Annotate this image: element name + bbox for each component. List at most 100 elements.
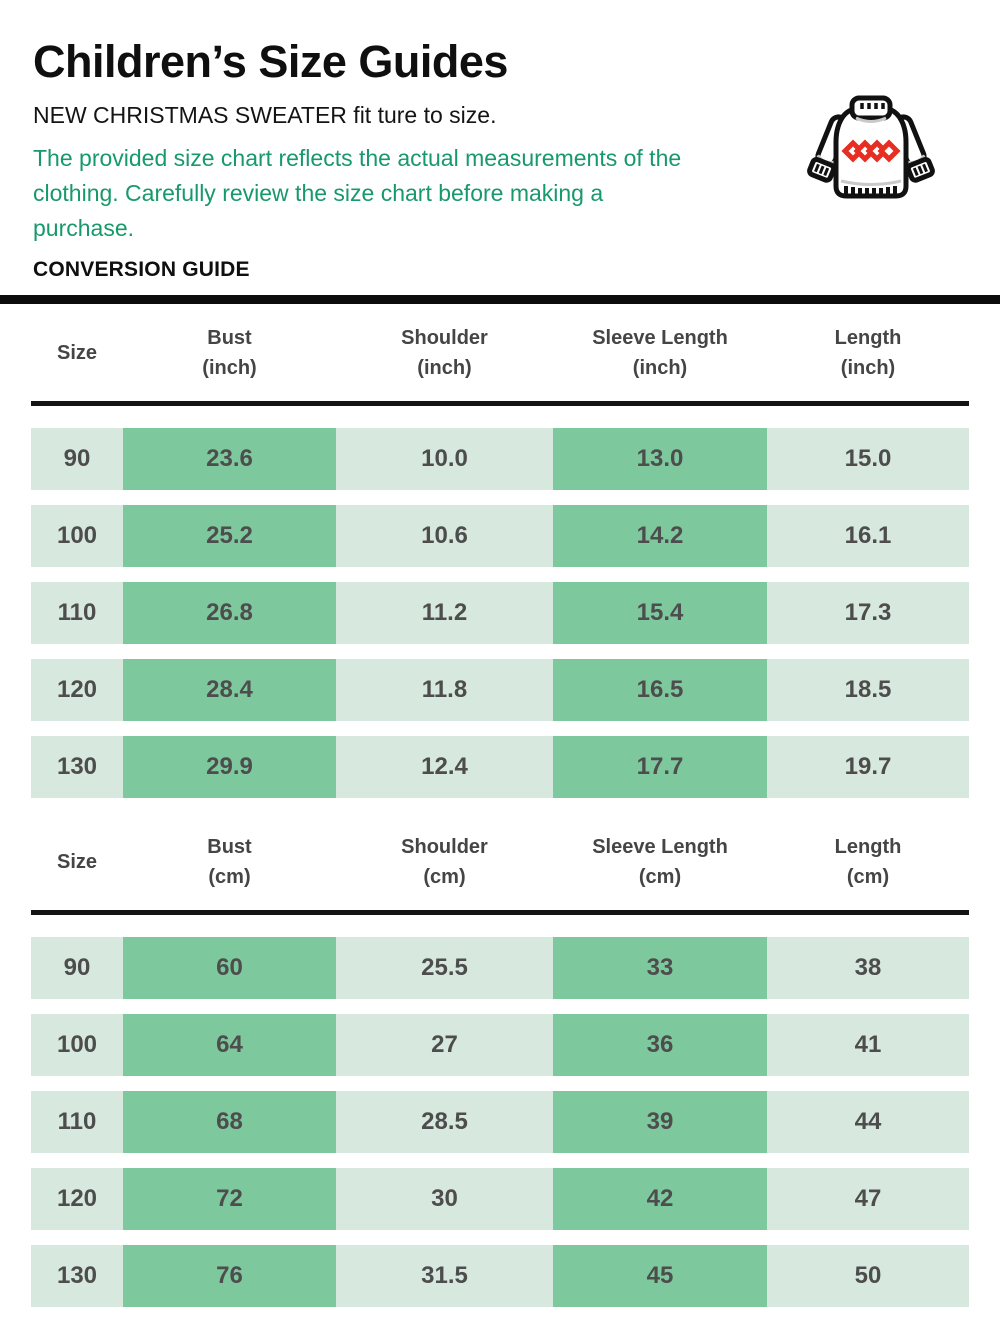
bust-cell: 72 bbox=[123, 1168, 336, 1231]
column-header-unit: (cm) bbox=[846, 865, 890, 888]
column-header-label: Sleeve Length bbox=[592, 835, 728, 858]
column-header-sleeve-length: Sleeve Length (cm) bbox=[553, 832, 767, 892]
shoulder-cell: 27 bbox=[336, 1014, 553, 1077]
shoulder-cell: 10.0 bbox=[336, 428, 553, 491]
size-cell: 90 bbox=[31, 937, 123, 1000]
length-cell: 15.0 bbox=[767, 428, 969, 491]
christmas-sweater-icon bbox=[807, 95, 935, 199]
length-cell: 17.3 bbox=[767, 582, 969, 645]
table-row: 130 29.9 12.4 17.7 19.7 bbox=[31, 736, 969, 799]
table-row: 90 60 25.5 33 38 bbox=[31, 937, 969, 1000]
table-header-row: Size Bust (inch) Shoulder (inch) Sleeve … bbox=[31, 304, 969, 401]
column-header-label: Size bbox=[56, 341, 98, 364]
length-cell: 50 bbox=[767, 1245, 969, 1308]
table-body: 90 23.6 10.0 13.0 15.0 100 25.2 10.6 14.… bbox=[31, 428, 969, 799]
size-cell: 120 bbox=[31, 1168, 123, 1231]
column-header-label: Shoulder bbox=[401, 326, 488, 349]
column-header-label: Bust bbox=[207, 326, 252, 349]
column-header-length: Length (cm) bbox=[767, 832, 969, 892]
table-body: 90 60 25.5 33 38 100 64 27 36 41 110 68 … bbox=[31, 937, 969, 1308]
table-row: 110 68 28.5 39 44 bbox=[31, 1091, 969, 1154]
column-header-size: Size bbox=[31, 847, 123, 877]
table-row: 120 28.4 11.8 16.5 18.5 bbox=[31, 659, 969, 722]
column-header-length: Length (inch) bbox=[767, 323, 969, 383]
sleeve-length-cell: 14.2 bbox=[553, 505, 767, 568]
product-subtitle: NEW CHRISTMAS SWEATER fit ture to size. bbox=[33, 101, 497, 128]
bust-cell: 76 bbox=[123, 1245, 336, 1308]
bust-cell: 25.2 bbox=[123, 505, 336, 568]
shoulder-cell: 11.2 bbox=[336, 582, 553, 645]
table-row: 110 26.8 11.2 15.4 17.3 bbox=[31, 582, 969, 645]
column-header-unit: (inch) bbox=[632, 356, 688, 379]
table-row: 120 72 30 42 47 bbox=[31, 1168, 969, 1231]
column-header-unit: (inch) bbox=[840, 356, 896, 379]
sleeve-length-cell: 39 bbox=[553, 1091, 767, 1154]
column-header-label: Length bbox=[834, 326, 902, 349]
sleeve-length-cell: 13.0 bbox=[553, 428, 767, 491]
bust-cell: 64 bbox=[123, 1014, 336, 1077]
shoulder-cell: 12.4 bbox=[336, 736, 553, 799]
header-underline bbox=[31, 401, 969, 407]
sleeve-length-cell: 15.4 bbox=[553, 582, 767, 645]
column-header-size: Size bbox=[31, 338, 123, 368]
column-header-label: Shoulder bbox=[401, 835, 488, 858]
length-cell: 19.7 bbox=[767, 736, 969, 799]
column-header-label: Sleeve Length bbox=[592, 326, 728, 349]
length-cell: 16.1 bbox=[767, 505, 969, 568]
column-header-label: Size bbox=[56, 850, 98, 873]
size-cell: 100 bbox=[31, 1014, 123, 1077]
header-divider bbox=[0, 295, 1000, 305]
size-cell: 120 bbox=[31, 659, 123, 722]
column-header-unit: (inch) bbox=[202, 356, 257, 379]
column-header-label: Bust bbox=[207, 835, 252, 858]
conversion-guide-label: CONVERSION GUIDE bbox=[33, 258, 250, 282]
column-header-unit: (cm) bbox=[423, 865, 466, 888]
shoulder-cell: 25.5 bbox=[336, 937, 553, 1000]
table-header-row: Size Bust (cm) Shoulder (cm) Sleeve Leng… bbox=[31, 813, 969, 910]
shoulder-cell: 31.5 bbox=[336, 1245, 553, 1308]
table-row: 130 76 31.5 45 50 bbox=[31, 1245, 969, 1308]
sleeve-length-cell: 42 bbox=[553, 1168, 767, 1231]
sleeve-length-cell: 36 bbox=[553, 1014, 767, 1077]
tables-wrapper: Size Bust (inch) Shoulder (inch) Sleeve … bbox=[0, 304, 1000, 1308]
column-header-bust: Bust (cm) bbox=[123, 832, 336, 892]
size-table-inch: Size Bust (inch) Shoulder (inch) Sleeve … bbox=[31, 304, 969, 799]
sleeve-length-cell: 17.7 bbox=[553, 736, 767, 799]
size-cell: 100 bbox=[31, 505, 123, 568]
column-header-label: Length bbox=[834, 835, 902, 858]
size-cell: 130 bbox=[31, 736, 123, 799]
length-cell: 38 bbox=[767, 937, 969, 1000]
shoulder-cell: 28.5 bbox=[336, 1091, 553, 1154]
shoulder-cell: 10.6 bbox=[336, 505, 553, 568]
column-header-bust: Bust (inch) bbox=[123, 323, 336, 383]
table-row: 100 25.2 10.6 14.2 16.1 bbox=[31, 505, 969, 568]
size-cell: 110 bbox=[31, 582, 123, 645]
shoulder-cell: 11.8 bbox=[336, 659, 553, 722]
column-header-unit: (cm) bbox=[638, 865, 682, 888]
length-cell: 18.5 bbox=[767, 659, 969, 722]
header-section: Children’s Size Guides NEW CHRISTMAS SWE… bbox=[0, 0, 1000, 282]
bust-cell: 60 bbox=[123, 937, 336, 1000]
length-cell: 44 bbox=[767, 1091, 969, 1154]
bust-cell: 28.4 bbox=[123, 659, 336, 722]
header-underline bbox=[31, 910, 969, 916]
length-cell: 41 bbox=[767, 1014, 969, 1077]
column-header-unit: (inch) bbox=[417, 356, 472, 379]
bust-cell: 23.6 bbox=[123, 428, 336, 491]
table-row: 100 64 27 36 41 bbox=[31, 1014, 969, 1077]
column-header-sleeve-length: Sleeve Length (inch) bbox=[553, 323, 767, 383]
column-header-unit: (cm) bbox=[208, 865, 251, 888]
bust-cell: 29.9 bbox=[123, 736, 336, 799]
shoulder-cell: 30 bbox=[336, 1168, 553, 1231]
size-table-cm: Size Bust (cm) Shoulder (cm) Sleeve Leng… bbox=[31, 813, 969, 1308]
bust-cell: 26.8 bbox=[123, 582, 336, 645]
column-header-shoulder: Shoulder (cm) bbox=[336, 832, 553, 892]
page-title: Children’s Size Guides bbox=[33, 36, 508, 87]
sleeve-length-cell: 16.5 bbox=[553, 659, 767, 722]
column-header-shoulder: Shoulder (inch) bbox=[336, 323, 553, 383]
size-cell: 130 bbox=[31, 1245, 123, 1308]
size-cell: 90 bbox=[31, 428, 123, 491]
table-row: 90 23.6 10.0 13.0 15.0 bbox=[31, 428, 969, 491]
sleeve-length-cell: 33 bbox=[553, 937, 767, 1000]
